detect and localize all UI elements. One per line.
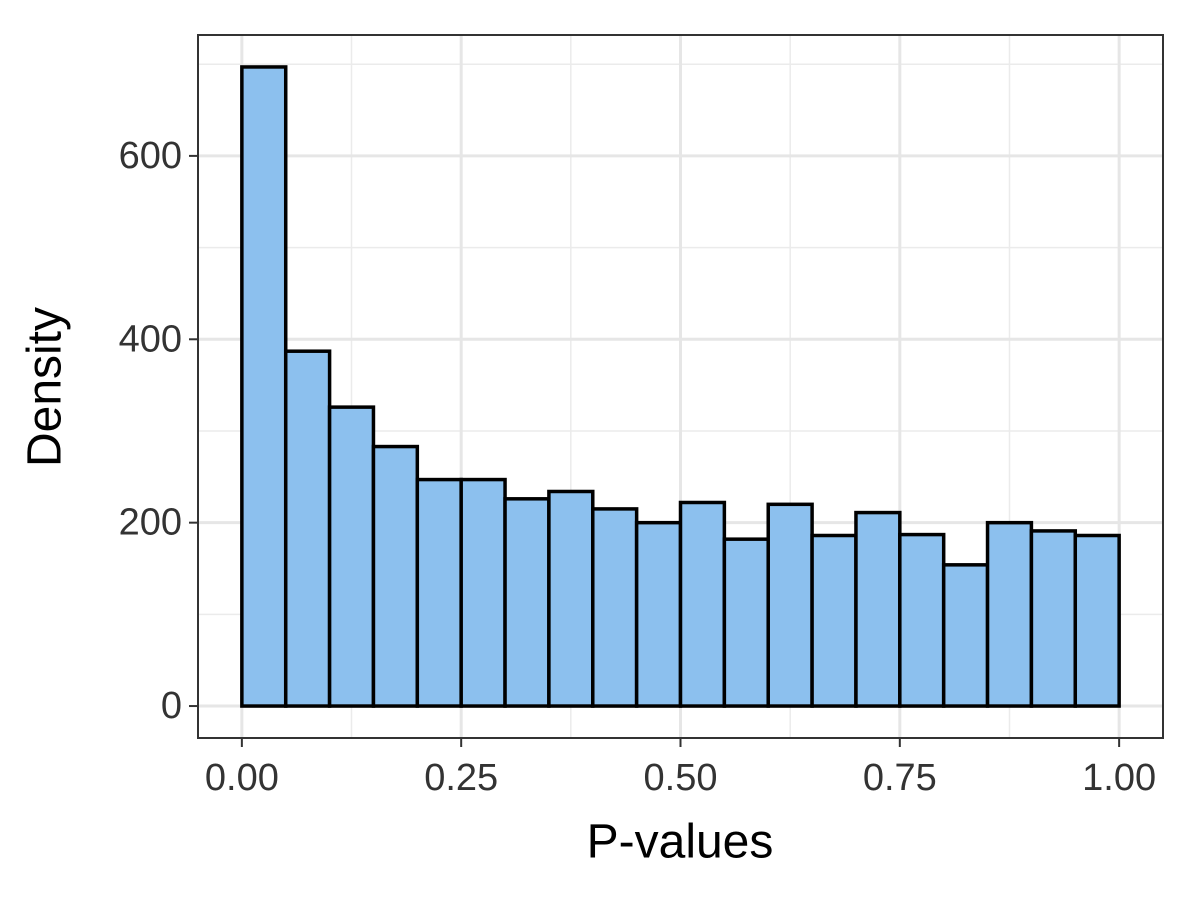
x-axis-title: P-values: [587, 816, 774, 869]
bar: [1029, 529, 1078, 708]
bar: [985, 520, 1034, 708]
bar: [854, 510, 902, 708]
axes: 0 200 400 600 0.00 0.25 0.50 0.75 1.00: [119, 135, 1157, 799]
x-tick-label: 1.00: [1082, 757, 1156, 799]
x-tick-label: 0.50: [644, 757, 718, 799]
y-axis-title: Density: [19, 307, 72, 467]
bar: [766, 502, 814, 708]
bar: [722, 537, 770, 708]
y-tick-label: 400: [119, 318, 182, 360]
bars: [240, 65, 1121, 708]
bar: [634, 520, 683, 708]
bar: [547, 489, 595, 708]
bar: [283, 349, 332, 708]
bar: [1073, 533, 1121, 708]
bar: [678, 500, 727, 708]
y-tick-label: 0: [161, 685, 182, 727]
x-tick-label: 0.00: [205, 757, 279, 799]
y-tick-label: 200: [119, 502, 182, 544]
bar: [327, 405, 376, 708]
bar: [415, 477, 463, 708]
bar: [459, 477, 507, 708]
bar: [503, 497, 551, 708]
x-tick-label: 0.75: [863, 757, 937, 799]
bar: [898, 532, 946, 708]
y-tick-label: 600: [119, 135, 182, 177]
bar: [810, 533, 858, 708]
bar: [591, 507, 639, 708]
bar: [941, 563, 990, 708]
x-tick-label: 0.25: [424, 757, 498, 799]
bar: [240, 65, 288, 708]
bar: [371, 444, 420, 708]
